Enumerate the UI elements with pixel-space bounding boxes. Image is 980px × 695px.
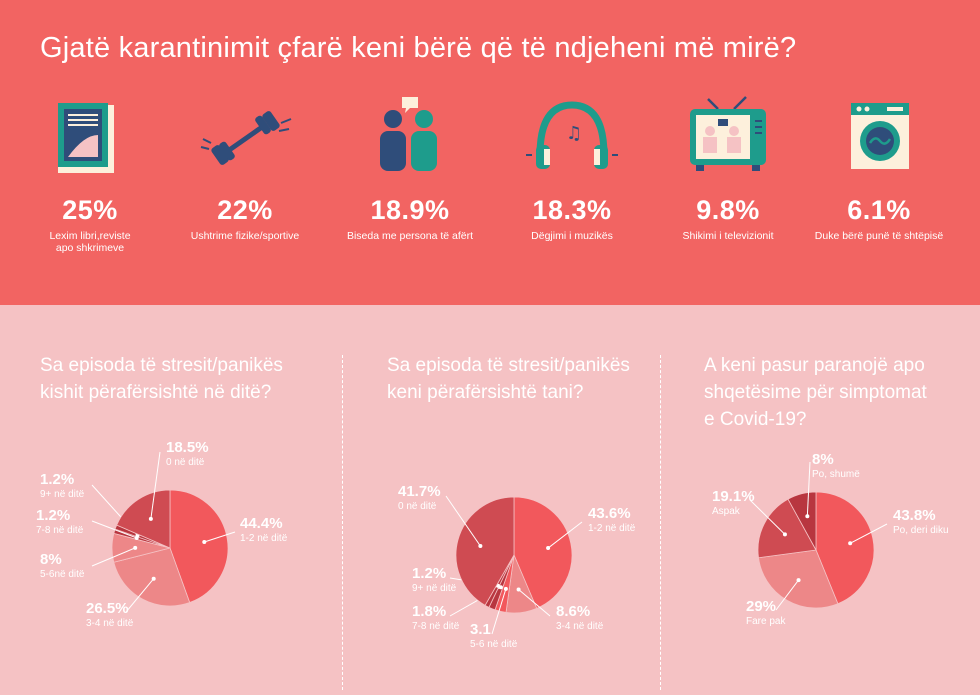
question-2: Sa episoda të stresit/panikës keni përaf… [387,355,630,403]
pie-1-pct-label: 8% [40,551,62,568]
pie-1-category-label: 9+ në ditë [40,489,85,500]
pie-3-category-label: Po, deri diku [893,525,949,536]
pie-1-pct-label: 26.5% [86,600,129,617]
header-panel [0,0,980,305]
pie-2-leader-line [491,588,507,635]
conversation-icon [380,97,437,171]
pie-2-category-label: 0 në ditë [398,501,437,512]
stat-label: Biseda me persona të afërt [346,230,474,242]
pie-1-leader-line [204,531,236,543]
stat-label: Duke bërë punë të shtëpisë [814,230,944,242]
pie-2-leader-line [445,495,481,547]
washing-machine-icon [851,103,909,169]
pie-1-leader-line [91,547,136,567]
pie-2-category-label: 7-8 në ditë [412,621,460,632]
pie-1-leader-line [150,451,161,520]
pie-3-leader-line [806,461,811,517]
pie-chart-1: 44.4%1-2 në ditë 26.5%3-4 në ditë 8%5-6në … [36,439,288,629]
pie-3-leader-line [749,499,786,535]
pie-2-pct-label: 43.6% [588,505,631,522]
stat-label: Ushtrime fizike/sportive [190,230,300,242]
section-divider [342,355,343,690]
stat-label: Lexim libri,reviste apo shkrimeve [49,230,131,254]
pie-3-slice [757,498,817,559]
page-title: Gjatë karantinimit çfarë keni bërë që të… [40,32,797,64]
stat-music: ♫ 18.3% Dëgjimi i muzikës [487,95,657,242]
pie-3-slice [815,491,875,605]
pie-chart-2: 43.6%1-2 në ditë 8.6%3-4 në ditë 3.15-6 në… [398,483,636,650]
stat-value: 6.1% [847,195,911,225]
pie-3-pct-label: 19.1% [712,488,755,505]
pie-3-category-label: Po, shumë [812,469,860,480]
pie-1-slice [116,489,171,549]
pie-2-category-label: 9+ në ditë [412,583,457,594]
stat-value: 25% [62,195,118,225]
pie-2-leader-line [547,521,583,549]
stat-housework: 6.1% Duke bërë punë të shtëpisë [794,95,964,242]
television-icon [690,96,766,171]
pie-2-pct-label: 1.2% [412,565,446,582]
pie-1-slice [169,489,229,604]
pie-3-leader-line [775,579,799,611]
pie-1-slice [113,547,191,607]
pie-2-leader-line [518,589,551,617]
section-divider [660,355,661,690]
pie-chart-3: 43.8%Po, deri diku 29%Fare pak 19.1%Aspak 8… [712,451,949,627]
pie-1-leader-line [91,520,137,539]
pie-1-pct-label: 44.4% [240,515,283,532]
headphones-icon: ♫ [526,101,618,169]
stat-television: 9.8% Shikimi i televizionit [643,95,813,242]
question-1: Sa episoda të stresit/panikës kishit për… [40,355,283,403]
pie-3-pct-label: 8% [812,451,834,468]
stat-conversation: 18.9% Biseda me persona të afërt [325,95,495,242]
stat-value: 18.9% [370,195,450,225]
pie-1-pct-label: 1.2% [36,507,70,524]
pie-2-category-label: 5-6 në ditë [470,639,518,650]
stat-exercise: 22% Ushtrime fizike/sportive [160,95,330,242]
pie-3-category-label: Fare pak [746,616,786,627]
stat-value: 18.3% [532,195,612,225]
stat-label: Dëgjimi i muzikës [531,230,613,242]
question-3: A keni pasur paranojë apo shqetësime për… [704,355,927,430]
pie-3-category-label: Aspak [712,506,741,517]
pie-2-category-label: 1-2 në ditë [588,523,636,534]
pie-1-category-label: 5-6në ditë [40,569,85,580]
svg-text:♫: ♫ [566,123,582,144]
pie-1-category-label: 3-4 në ditë [86,618,134,629]
pie-3-leader-line [849,523,888,544]
pie-3-pct-label: 43.8% [893,507,936,524]
pie-1-pct-label: 18.5% [166,439,209,456]
stat-value: 22% [217,195,273,225]
pie-2-pct-label: 8.6% [556,603,590,620]
dumbbell-icon [200,111,292,165]
pie-1-leader-line [125,578,155,613]
pie-2-slice [455,496,515,606]
book-icon [58,103,114,173]
pie-3-slice [787,491,817,551]
pie-2-slice [513,496,573,609]
pie-1-category-label: 1-2 në ditë [240,533,288,544]
pie-2-category-label: 3-4 në ditë [556,621,604,632]
pie-3-pct-label: 29% [746,598,776,615]
pie-1-category-label: 7-8 në ditë [36,525,84,536]
stat-label: Shikimi i televizionit [682,230,774,242]
pie-2-pct-label: 3.1 [470,621,491,638]
stat-reading: 25% Lexim libri,reviste apo shkrimeve [5,95,175,254]
pie-1-pct-label: 1.2% [40,471,74,488]
pie-2-pct-label: 41.7% [398,483,441,500]
stat-value: 9.8% [696,195,760,225]
pie-2-pct-label: 1.8% [412,603,446,620]
pie-1-category-label: 0 në ditë [166,457,205,468]
